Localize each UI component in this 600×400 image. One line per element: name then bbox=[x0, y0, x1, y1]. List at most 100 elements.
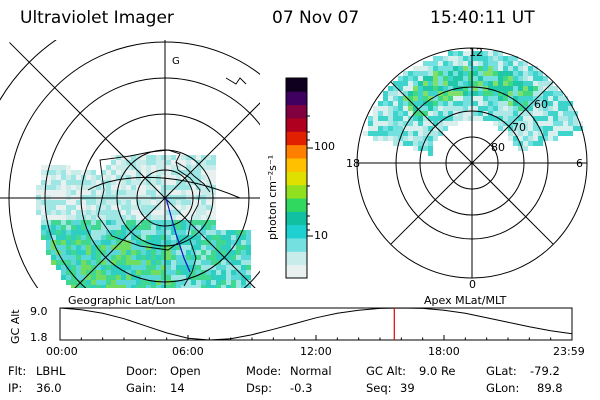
aurora-pixel bbox=[418, 116, 423, 121]
aurora-pixel bbox=[181, 200, 186, 205]
aurora-pixel bbox=[418, 146, 423, 151]
aurora-pixel bbox=[201, 235, 206, 240]
aurora-pixel bbox=[458, 86, 463, 91]
aurora-pixel bbox=[86, 210, 91, 215]
aurora-pixel bbox=[378, 136, 383, 141]
aurora-pixel bbox=[131, 235, 136, 240]
aurora-pixel bbox=[246, 275, 251, 280]
aurora-pixel bbox=[528, 126, 533, 131]
aurora-pixel bbox=[106, 165, 111, 170]
aurora-pixel bbox=[483, 71, 488, 76]
aurora-pixel bbox=[443, 76, 448, 81]
aurora-pixel bbox=[196, 205, 201, 210]
aurora-pixel bbox=[196, 250, 201, 255]
aurora-pixel bbox=[176, 175, 181, 180]
aurora-pixel bbox=[221, 240, 226, 245]
aurora-pixel bbox=[121, 245, 126, 250]
aurora-pixel bbox=[71, 280, 76, 285]
aurora-pixel bbox=[111, 275, 116, 280]
aurora-pixel bbox=[96, 215, 101, 220]
aurora-pixel bbox=[111, 215, 116, 220]
aurora-pixel bbox=[116, 215, 121, 220]
aurora-pixel bbox=[428, 76, 433, 81]
aurora-pixel bbox=[373, 106, 378, 111]
aurora-pixel bbox=[186, 205, 191, 210]
aurora-pixel bbox=[141, 245, 146, 250]
aurora-pixel bbox=[191, 240, 196, 245]
aurora-pixel bbox=[136, 215, 141, 220]
aurora-pixel bbox=[453, 121, 458, 126]
aurora-pixel bbox=[408, 86, 413, 91]
aurora-pixel bbox=[468, 96, 473, 101]
aurora-pixel bbox=[393, 131, 398, 136]
aurora-pixel bbox=[56, 205, 61, 210]
aurora-pixel bbox=[221, 245, 226, 250]
aurora-pixel bbox=[136, 200, 141, 205]
aurora-pixel bbox=[393, 136, 398, 141]
aurora-pixel bbox=[428, 71, 433, 76]
aurora-pixel bbox=[206, 210, 211, 215]
aurora-pixel bbox=[473, 66, 478, 71]
colorbar-swatch bbox=[286, 198, 307, 212]
aurora-pixel bbox=[186, 250, 191, 255]
aurora-pixel bbox=[453, 81, 458, 86]
aurora-pixel bbox=[56, 230, 61, 235]
aurora-pixel bbox=[443, 71, 448, 76]
aurora-pixel bbox=[136, 190, 141, 195]
aurora-pixel bbox=[463, 101, 468, 106]
aurora-pixel bbox=[146, 280, 151, 285]
aurora-pixel bbox=[533, 101, 538, 106]
aurora-pixel bbox=[538, 121, 543, 126]
aurora-pixel bbox=[201, 255, 206, 260]
aurora-pixel bbox=[231, 275, 236, 280]
aurora-pixel bbox=[373, 116, 378, 121]
aurora-pixel bbox=[106, 265, 111, 270]
longitude-line bbox=[164, 102, 260, 199]
aurora-pixel bbox=[61, 270, 66, 275]
aurora-pixel bbox=[231, 260, 236, 265]
aurora-pixel bbox=[166, 215, 171, 220]
aurora-pixel bbox=[56, 260, 61, 265]
aurora-pixel bbox=[136, 165, 141, 170]
aurora-pixel bbox=[241, 245, 246, 250]
aurora-pixel bbox=[448, 106, 453, 111]
aurora-pixel bbox=[538, 106, 543, 111]
aurora-pixel bbox=[201, 190, 206, 195]
aurora-pixel bbox=[166, 230, 171, 235]
aurora-pixel bbox=[171, 250, 176, 255]
aurora-pixel bbox=[518, 81, 523, 86]
aurora-pixel bbox=[468, 106, 473, 111]
aurora-pixel bbox=[493, 81, 498, 86]
aurora-pixel bbox=[221, 230, 226, 235]
antarctica-coastline bbox=[97, 149, 201, 251]
aurora-pixel bbox=[538, 76, 543, 81]
aurora-pixel bbox=[41, 215, 46, 220]
aurora-pixel bbox=[146, 190, 151, 195]
aurora-pixel bbox=[51, 220, 56, 225]
aurora-pixel bbox=[171, 230, 176, 235]
aurora-pixel bbox=[398, 111, 403, 116]
aurora-pixel bbox=[206, 260, 211, 265]
aurora-pixel bbox=[196, 225, 201, 230]
aurora-pixel bbox=[418, 96, 423, 101]
aurora-pixel bbox=[191, 235, 196, 240]
footer-seq-value: 39 bbox=[400, 381, 415, 395]
aurora-pixel bbox=[236, 245, 241, 250]
aurora-pixel bbox=[156, 200, 161, 205]
aurora-pixel bbox=[171, 270, 176, 275]
aurora-pixel bbox=[448, 121, 453, 126]
aurora-pixel bbox=[111, 235, 116, 240]
aurora-pixel bbox=[513, 61, 518, 66]
aurora-pixel bbox=[478, 76, 483, 81]
aurora-pixel bbox=[186, 285, 191, 288]
aurora-pixel bbox=[201, 275, 206, 280]
aurora-pixel bbox=[473, 96, 478, 101]
aurora-pixel bbox=[151, 210, 156, 215]
aurora-pixel bbox=[116, 205, 121, 210]
aurora-pixel bbox=[206, 230, 211, 235]
aurora-pixel bbox=[126, 170, 131, 175]
aurora-pixel bbox=[156, 245, 161, 250]
aurora-pixel bbox=[413, 66, 418, 71]
aurora-pixel bbox=[116, 275, 121, 280]
aurora-pixel bbox=[161, 170, 166, 175]
